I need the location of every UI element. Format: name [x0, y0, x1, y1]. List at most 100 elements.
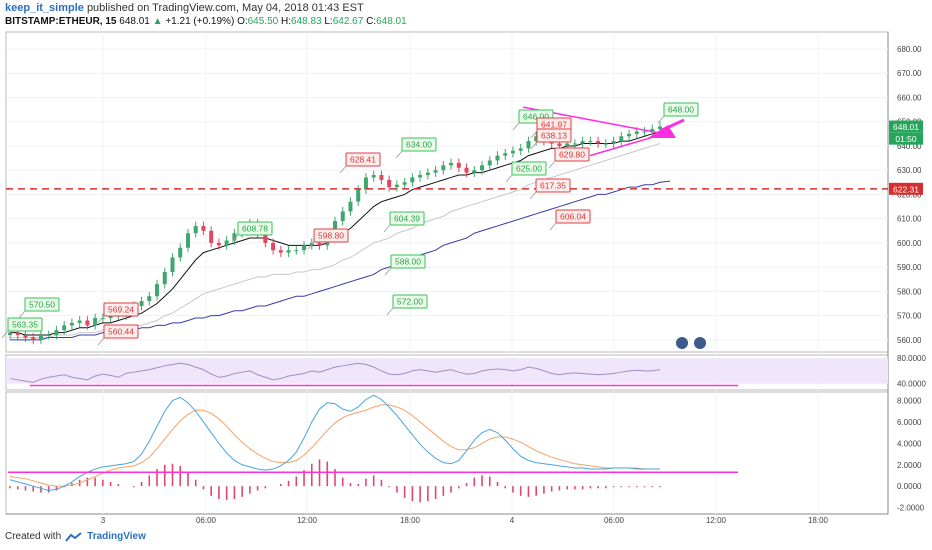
symbol-name: BITSTAMP:ETHEUR, 15	[5, 16, 117, 27]
callout-box	[103, 302, 139, 317]
callout-pointer	[386, 307, 394, 316]
callout-label: 572.00	[397, 297, 423, 307]
symbol-info: BITSTAMP:ETHEUR, 15 648.01 ▲ +1.21 (+0.1…	[5, 16, 407, 27]
callout-box	[390, 254, 426, 269]
candle-body	[456, 162, 461, 168]
candle-body	[178, 247, 183, 258]
callout-pointer	[505, 174, 513, 183]
candle-body	[201, 225, 206, 231]
callout-label: 569.24	[108, 305, 134, 315]
price-tag	[889, 132, 923, 145]
callout-box	[392, 294, 428, 309]
callout-pointer	[231, 234, 239, 243]
callout-label: 608.78	[242, 224, 268, 234]
candle-body	[526, 141, 531, 149]
callout-label: 634.00	[406, 140, 432, 150]
callout-label: 563.35	[12, 320, 38, 330]
candle-body	[495, 155, 500, 161]
y-tick-label: 670.00	[897, 69, 922, 78]
candle-body	[54, 330, 59, 336]
high-label: H:	[281, 16, 291, 27]
candle-body	[185, 233, 190, 248]
candle-body	[580, 141, 585, 144]
candle-body	[425, 172, 430, 176]
price-change: +1.21 (+0.19%)	[165, 16, 235, 27]
candle-body	[31, 337, 36, 340]
candle-body	[193, 225, 198, 234]
candle-body	[209, 230, 214, 243]
candle-body	[317, 242, 322, 246]
candle-body	[588, 141, 593, 143]
y-tick-label: 640.00	[897, 142, 922, 151]
candle-body	[433, 170, 438, 173]
x-tick-label: 12:00	[297, 516, 318, 525]
candle-body	[387, 179, 392, 188]
tradingview-brand[interactable]: TradingView	[87, 531, 146, 542]
y-tick-label: 570.00	[897, 312, 922, 321]
open-value: 645.50	[247, 16, 279, 27]
last-price: 648.01	[119, 16, 150, 27]
candle-body	[464, 167, 469, 173]
candle-body	[93, 318, 98, 326]
callout-pointer	[512, 122, 520, 131]
callout-label: 606.04	[560, 212, 586, 222]
callout-pointer	[384, 267, 392, 276]
low-value: 642.67	[332, 16, 364, 27]
callout-pointer	[339, 165, 347, 174]
callout-pointer	[657, 115, 665, 124]
candle-body	[348, 201, 353, 212]
candle-body	[333, 221, 337, 234]
candle-body	[69, 322, 74, 326]
candle-body	[371, 175, 376, 178]
callout-label: 646.00	[523, 112, 549, 122]
candle-body	[619, 136, 624, 142]
author-link[interactable]: keep_it_simple	[5, 2, 84, 14]
callout-box	[401, 137, 437, 152]
candle-body	[170, 257, 175, 272]
callout-pointer	[530, 130, 538, 139]
rsi-band	[6, 358, 888, 384]
y-tick-label: 610.00	[897, 215, 922, 224]
candle-body	[8, 332, 12, 336]
candle-body	[487, 160, 492, 166]
callout-label: 598.80	[318, 231, 344, 241]
candle-body	[650, 128, 655, 132]
open-label: O:	[237, 16, 248, 27]
candle-body	[224, 240, 229, 246]
candle-body	[216, 242, 221, 246]
callout-label: 638.13	[541, 131, 567, 141]
macd-signal-line	[9, 404, 660, 487]
macd-tick-label: 6.0000	[897, 418, 922, 427]
x-tick-label: 18:00	[400, 516, 421, 525]
callout-pointer	[1, 330, 9, 339]
candle-body	[449, 162, 454, 166]
callout-pointer	[97, 337, 105, 346]
candle-body	[596, 141, 601, 144]
high-value: 648.83	[291, 16, 322, 27]
y-tick-label: 680.00	[897, 45, 922, 54]
callout-label: 629.80	[559, 150, 585, 160]
change-arrow-icon: ▲	[152, 16, 163, 27]
y-tick-label: 580.00	[897, 287, 922, 296]
callout-pointer	[529, 191, 537, 200]
y-tick-label: 620.00	[897, 190, 922, 199]
candle-body	[518, 148, 523, 151]
macd-tick-label: 0.0000	[897, 482, 922, 491]
callout-label: 560.44	[108, 327, 134, 337]
candle-body	[15, 332, 20, 336]
breakout-arrow-shaft	[659, 118, 685, 133]
candle-body	[634, 131, 639, 134]
rsi-tick-label: 80.0000	[897, 354, 926, 363]
candle-body	[565, 143, 570, 146]
publish-info: keep_it_simple published on TradingView.…	[5, 2, 364, 14]
published-text: published on TradingView.com, May 04, 20…	[86, 2, 364, 14]
candle-body	[162, 272, 167, 285]
candle-body	[418, 175, 423, 178]
callout-pointer	[18, 310, 26, 319]
y-tick-label: 600.00	[897, 239, 922, 248]
callout-pointer	[395, 150, 403, 159]
callout-box	[554, 147, 590, 162]
callout-box	[7, 317, 43, 332]
y-tick-label: 590.00	[897, 263, 922, 272]
